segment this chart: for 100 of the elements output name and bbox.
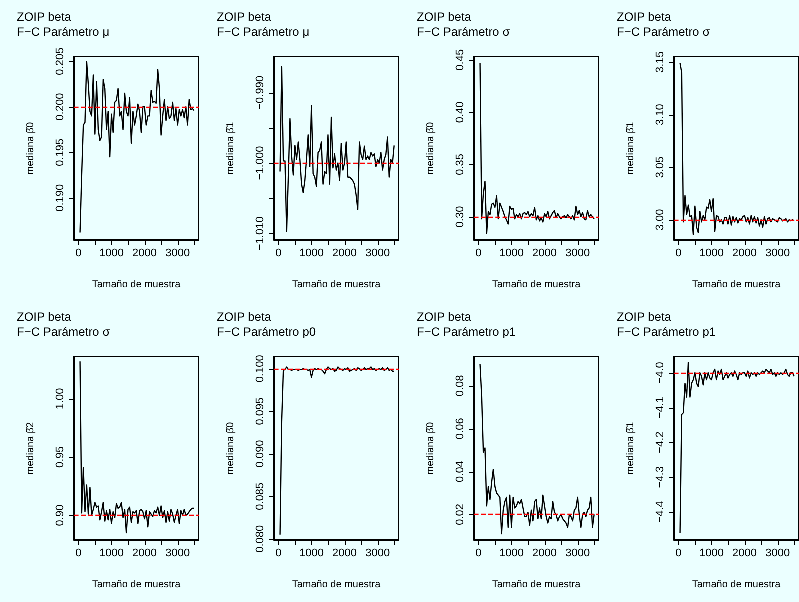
y-tick-label: 0.95 xyxy=(54,446,66,468)
x-tick-label: 3000 xyxy=(366,248,390,260)
chart-subtitle: F−C Parámetro σ xyxy=(417,25,511,39)
y-tick-label: −4.0 xyxy=(654,362,666,384)
chart-subtitle: F−C Parámetro p1 xyxy=(617,325,716,339)
x-tick-label: 1000 xyxy=(499,548,524,560)
y-tick-label: 0.90 xyxy=(54,504,66,526)
y-tick-label: −4.2 xyxy=(654,432,666,454)
x-tick-label: 0 xyxy=(476,248,482,260)
y-tick-label: 0.08 xyxy=(454,375,466,397)
x-tick-label: 0 xyxy=(76,548,82,560)
chart-title: ZOIP beta xyxy=(417,10,472,24)
y-tick-label: 3.05 xyxy=(654,156,666,178)
x-tick-label: 0 xyxy=(276,248,282,260)
chart-title: ZOIP beta xyxy=(217,10,272,24)
x-axis-title: Tamaño de muestra xyxy=(92,580,182,590)
y-tick-label: 0.06 xyxy=(454,418,466,440)
y-tick-label: −1.000 xyxy=(254,146,266,180)
x-tick-label: 3000 xyxy=(566,248,590,260)
chart-subtitle: F−C Parámetro p0 xyxy=(217,325,316,339)
y-axis-title: mediana β̂1 xyxy=(226,122,236,175)
line-series xyxy=(280,66,395,232)
y-tick-label: 0.205 xyxy=(54,48,66,76)
y-tick-label: 0.200 xyxy=(54,93,66,121)
x-tick-label: 0 xyxy=(76,248,82,260)
x-tick-label: 0 xyxy=(676,248,682,260)
chart-title: ZOIP beta xyxy=(617,10,672,24)
y-tick-label: 0.04 xyxy=(454,461,466,482)
chart-subtitle: F−C Parámetro μ xyxy=(17,25,110,39)
x-axis-title: Tamaño de muestra xyxy=(92,280,182,290)
x-tick-label: 2000 xyxy=(732,248,758,260)
x-tick-label: 0 xyxy=(676,548,682,560)
x-axis-title: Tamaño de muestra xyxy=(492,280,582,290)
x-tick-label: 1000 xyxy=(99,248,124,260)
y-tick-label: −4.3 xyxy=(654,466,666,488)
y-tick-label: 0.02 xyxy=(454,504,466,526)
x-tick-label: 3000 xyxy=(766,248,790,260)
chart-subtitle: F−C Parámetro σ xyxy=(17,325,111,339)
x-tick-label: 1000 xyxy=(499,248,524,260)
x-axis-title: Tamaño de muestra xyxy=(292,280,382,290)
x-tick-label: 1000 xyxy=(699,248,724,260)
y-tick-label: 0.30 xyxy=(454,206,466,228)
x-tick-label: 2000 xyxy=(532,248,558,260)
line-series xyxy=(80,361,195,534)
x-tick-label: 3000 xyxy=(166,548,190,560)
chart-title: ZOIP beta xyxy=(417,310,472,324)
y-tick-label: 0.190 xyxy=(54,184,66,212)
y-axis-title: mediana β̂0 xyxy=(26,122,36,175)
x-axis-title: Tamaño de muestra xyxy=(692,580,782,590)
y-tick-label: 0.45 xyxy=(454,49,466,71)
y-axis-title: mediana β̂0 xyxy=(226,422,236,475)
chart-subtitle: F−C Parámetro σ xyxy=(617,25,711,39)
line-series xyxy=(480,364,595,535)
chart-subtitle: F−C Parámetro μ xyxy=(217,25,310,39)
x-tick-label: 3000 xyxy=(766,548,790,560)
x-tick-label: 2000 xyxy=(332,548,358,560)
chart-title: ZOIP beta xyxy=(217,310,272,324)
y-axis-title: mediana β̂2 xyxy=(26,422,36,475)
x-tick-label: 1000 xyxy=(99,548,124,560)
x-tick-label: 3000 xyxy=(366,548,390,560)
y-tick-label: 0.090 xyxy=(254,440,266,468)
x-tick-label: 2000 xyxy=(532,548,558,560)
y-axis-title: mediana β̂1 xyxy=(626,122,636,175)
y-tick-label: −0.990 xyxy=(254,76,266,110)
y-tick-label: 0.195 xyxy=(54,138,66,166)
x-axis-title: Tamaño de muestra xyxy=(692,280,782,290)
y-tick-label: 0.40 xyxy=(454,102,466,124)
y-tick-label: −4.4 xyxy=(654,501,666,524)
y-tick-label: −1.010 xyxy=(254,216,266,251)
x-axis-title: Tamaño de muestra xyxy=(292,580,382,590)
y-tick-label: −4.1 xyxy=(654,396,666,419)
x-tick-label: 3000 xyxy=(166,248,190,260)
x-tick-label: 2000 xyxy=(332,248,358,260)
line-series xyxy=(680,62,795,236)
chart-title: ZOIP beta xyxy=(617,310,672,324)
x-tick-label: 0 xyxy=(476,548,482,560)
y-tick-label: 0.095 xyxy=(254,398,266,426)
line-series xyxy=(280,366,395,536)
y-tick-label: 3.10 xyxy=(654,104,666,126)
chart-title: ZOIP beta xyxy=(17,310,72,324)
chart-subtitle: F−C Parámetro p1 xyxy=(417,325,516,339)
y-tick-label: 1.00 xyxy=(54,388,66,410)
x-tick-label: 1000 xyxy=(699,548,724,560)
y-tick-label: 0.080 xyxy=(254,525,266,553)
y-axis-title: mediana β̂0 xyxy=(426,422,436,475)
x-tick-label: 2000 xyxy=(132,548,158,560)
x-axis-title: Tamaño de muestra xyxy=(492,580,582,590)
x-tick-label: 2000 xyxy=(732,548,758,560)
x-tick-label: 0 xyxy=(276,548,282,560)
x-tick-label: 2000 xyxy=(132,248,158,260)
x-tick-label: 1000 xyxy=(299,548,324,560)
line-series xyxy=(480,62,595,234)
y-tick-label: 3.15 xyxy=(654,52,666,73)
y-tick-label: 3.00 xyxy=(654,209,666,231)
y-tick-label: 0.100 xyxy=(254,355,266,383)
line-series xyxy=(680,362,795,534)
y-tick-label: 0.35 xyxy=(454,154,466,176)
line-series xyxy=(80,60,195,234)
chart-title: ZOIP beta xyxy=(17,10,72,24)
y-axis-title: mediana β̂0 xyxy=(426,122,436,175)
